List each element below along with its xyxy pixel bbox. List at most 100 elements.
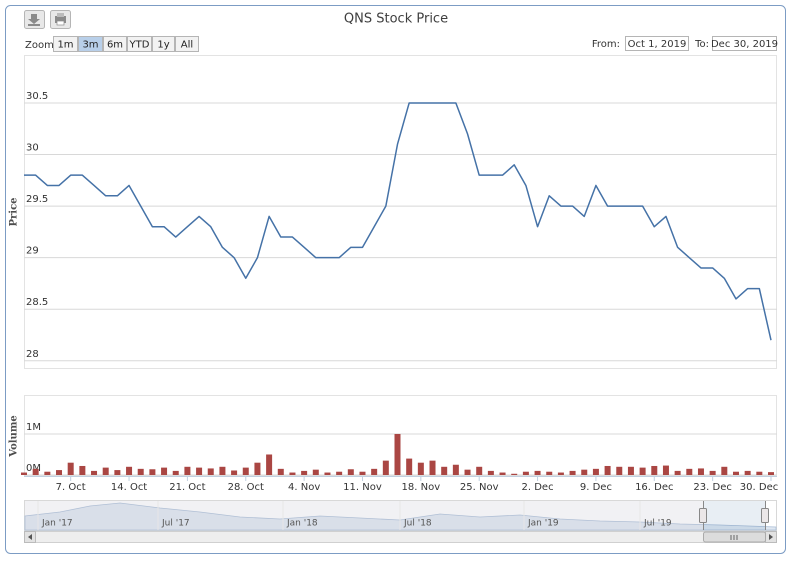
volume-bar [662,465,669,475]
x-tick-label: 11. Nov [343,482,382,493]
y-tick-label: 30 [26,143,39,154]
y-tick-label: 1M [26,422,41,433]
y-tick-label: 29.5 [26,194,48,205]
x-tick-label: 9. Dec [580,482,612,493]
volume-bar [732,471,739,475]
download-button[interactable] [24,10,45,29]
range-button-label[interactable]: 6m [107,40,123,51]
range-button[interactable] [103,36,127,52]
volume-bar [709,470,716,475]
volume-bar [184,466,191,475]
volume-bar [756,471,763,475]
volume-bar [126,466,133,475]
range-button-label[interactable]: 3m [82,40,98,51]
x-tick-label: 30. Dec [740,482,778,493]
navigator-label: Jul '18 [403,519,432,529]
volume-bar [429,460,436,475]
navigator-label: Jul '19 [643,519,672,529]
volume-bar [674,470,681,475]
range-button-label[interactable]: 1y [157,40,169,51]
volume-bar [56,470,63,475]
print-button[interactable] [50,10,71,29]
navigator[interactable] [24,500,777,531]
volume-bar [371,468,378,475]
volume-bar [254,462,261,475]
navigator-label: Jan '18 [286,519,318,529]
volume-bar [394,433,401,475]
volume-bar [417,462,424,475]
navigator-label: Jan '17 [41,519,73,529]
volume-bar [67,462,74,475]
volume-bar [697,468,704,475]
zoom-label: Zoom [25,40,54,51]
volume-bar [686,468,693,475]
volume-bar [149,469,156,475]
volume-bar [137,468,144,475]
range-button-label[interactable]: All [181,40,193,51]
volume-bar [172,470,179,475]
volume-bar [441,466,448,475]
volume-bar [196,467,203,475]
volume-bar [616,466,623,475]
volume-bar [721,466,728,475]
range-button[interactable] [152,36,175,52]
from-label: From: [592,39,620,50]
y-tick-label: 28 [26,349,39,360]
chart-frame [5,5,786,554]
x-tick-label: 18. Nov [402,482,441,493]
volume-bar [91,470,98,475]
y-tick-label: 30.5 [26,91,48,102]
price-line [24,102,772,341]
volume-bar [534,470,541,475]
volume-bar [569,470,576,475]
range-button[interactable] [78,36,103,52]
chart-title: QNS Stock Price [344,12,448,27]
volume-bar [464,469,471,475]
volume-bar [592,468,599,475]
y-tick-label: 0M [26,463,41,474]
volume-bar [277,468,284,475]
volume-bar [219,466,226,475]
volume-bar [627,466,634,475]
scrollbar[interactable] [24,531,777,543]
volume-bar [768,472,774,475]
x-tick-label: 7. Oct [56,482,86,493]
volume-bar [161,467,168,475]
x-tick-label: 21. Oct [169,482,205,493]
volume-bar [476,466,483,475]
from-input[interactable] [625,36,689,51]
y-tick-label: 28.5 [26,297,48,308]
range-button[interactable] [175,36,199,52]
volume-bar [336,471,343,475]
volume-bar [581,469,588,475]
volume-axis-title: Volume [9,415,20,458]
volume-bar [32,468,39,475]
volume-bar [242,467,249,475]
x-tick-label: 2. Dec [522,482,554,493]
volume-bar [744,470,751,475]
volume-bar [511,473,518,475]
x-tick-label: 23. Dec [693,482,731,493]
y-tick-label: 29 [26,246,39,257]
to-label: To: [694,39,709,50]
range-button-label[interactable]: 1m [57,40,73,51]
volume-bar [266,454,273,475]
navigator-label: Jan '19 [527,519,559,529]
volume-bar [79,465,86,475]
range-button-label[interactable]: YTD [129,40,150,51]
volume-bar [324,472,331,475]
volume-bar [604,465,611,475]
volume-bar [114,470,121,475]
from-value[interactable]: Oct 1, 2019 [628,39,687,50]
x-tick-label: 14. Oct [111,482,147,493]
volume-bar [102,467,109,475]
volume-bar [21,472,27,475]
navigator-label: Jul '17 [161,519,190,529]
to-value[interactable]: Dec 30, 2019 [711,39,778,50]
to-input[interactable] [712,36,777,51]
range-button[interactable] [53,36,78,52]
price-pane [24,55,777,369]
range-button[interactable] [127,36,152,52]
volume-bar [359,471,366,475]
